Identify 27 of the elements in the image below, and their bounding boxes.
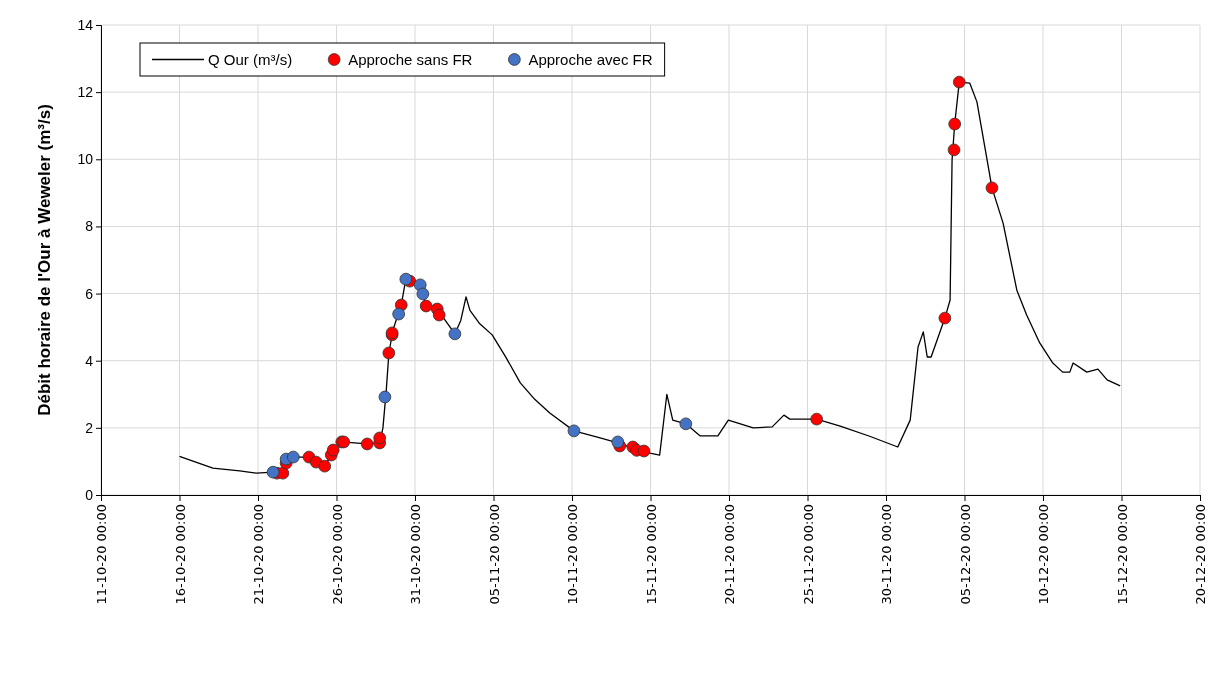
legend-label: Approche sans FR <box>348 50 473 68</box>
x-tick-label: 05-12-20 00:00 <box>957 504 973 605</box>
y-tick-label: 14 <box>77 16 94 33</box>
x-tick-label: 20-11-20 00:00 <box>722 504 738 605</box>
x-tick-label: 05-11-20 00:00 <box>486 504 502 605</box>
x-tick-label: 15-11-20 00:00 <box>643 504 659 605</box>
legend-label: Q Our (m³/s) <box>208 50 293 68</box>
y-tick-label: 6 <box>85 285 94 302</box>
y-tick-label: 10 <box>77 151 94 168</box>
x-tick-label: 16-10-20 00:00 <box>172 504 188 605</box>
x-tick-label: 10-11-20 00:00 <box>565 504 581 605</box>
y-tick-label: 8 <box>85 218 94 235</box>
legend-label: Approche avec FR <box>528 50 653 68</box>
x-tick-label: 30-11-20 00:00 <box>879 504 895 605</box>
x-tick-label: 26-10-20 00:00 <box>329 504 345 605</box>
x-tick-label: 25-11-20 00:00 <box>800 504 816 605</box>
y-tick-label: 4 <box>85 352 94 369</box>
x-tick-label: 11-10-20 00:00 <box>94 504 110 605</box>
y-tick-label: 2 <box>85 419 94 436</box>
x-tick-label: 21-10-20 00:00 <box>251 504 267 605</box>
y-axis-title: Débit horaire de l'Our à Weweler (m³/s) <box>35 104 54 416</box>
x-tick-label: 31-10-20 00:00 <box>408 504 424 605</box>
x-tick-label: 20-12-20 00:00 <box>1193 504 1209 605</box>
x-tick-label: 15-12-20 00:00 <box>1114 504 1130 605</box>
y-tick-label: 12 <box>77 84 94 101</box>
x-tick-label: 10-12-20 00:00 <box>1036 504 1052 605</box>
y-tick-label: 0 <box>85 486 94 503</box>
